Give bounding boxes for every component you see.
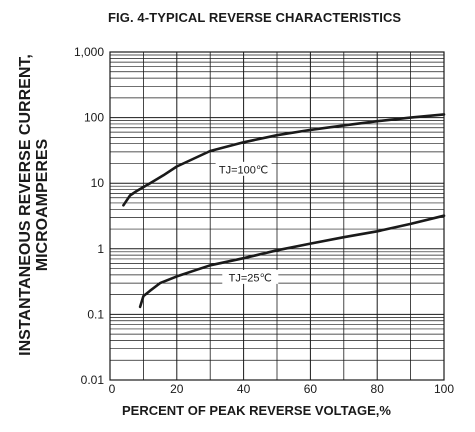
y-tick-label: 1 — [97, 242, 104, 256]
grid-lines — [110, 52, 444, 380]
y-axis-label-line-1: INSTANTANEOUS REVERSE CURRENT, — [17, 54, 34, 356]
x-tick-label: 100 — [434, 382, 454, 396]
x-tick-label: 0 — [109, 382, 116, 396]
x-tick-labels: 0 20 40 60 80 100 — [109, 382, 455, 396]
x-tick-label: 80 — [371, 382, 385, 396]
x-tick-label: 40 — [237, 382, 251, 396]
y-tick-label: 1,000 — [74, 45, 104, 59]
y-axis-label-line-2: MICROAMPERES — [34, 138, 51, 271]
annotation-tj-25c-bg — [222, 269, 279, 284]
data-series-lines — [122, 113, 446, 309]
annotation-tj-25c: TJ=25℃ — [229, 272, 272, 284]
series-line-tj-100c — [122, 113, 446, 207]
x-tick-label: 60 — [304, 382, 318, 396]
annotation-tj-100c-bg — [215, 161, 272, 176]
x-axis-label: PERCENT OF PEAK REVERSE VOLTAGE,% — [122, 403, 391, 418]
y-tick-labels: 0.01 0.1 1 10 100 1,000 — [74, 45, 104, 387]
annotation-tj-100c: TJ=100℃ — [219, 164, 268, 176]
y-tick-label: 0.01 — [81, 373, 105, 387]
y-tick-label: 0.1 — [87, 307, 104, 321]
x-tick-label: 20 — [170, 382, 184, 396]
series-line-tj-25c — [138, 214, 446, 309]
y-tick-label: 100 — [84, 111, 104, 125]
chart-title: FIG. 4-TYPICAL REVERSE CHARACTERISTICS — [108, 10, 402, 25]
y-tick-label: 10 — [91, 176, 105, 190]
series-annotations: TJ=100℃ TJ=25℃ — [215, 161, 279, 284]
